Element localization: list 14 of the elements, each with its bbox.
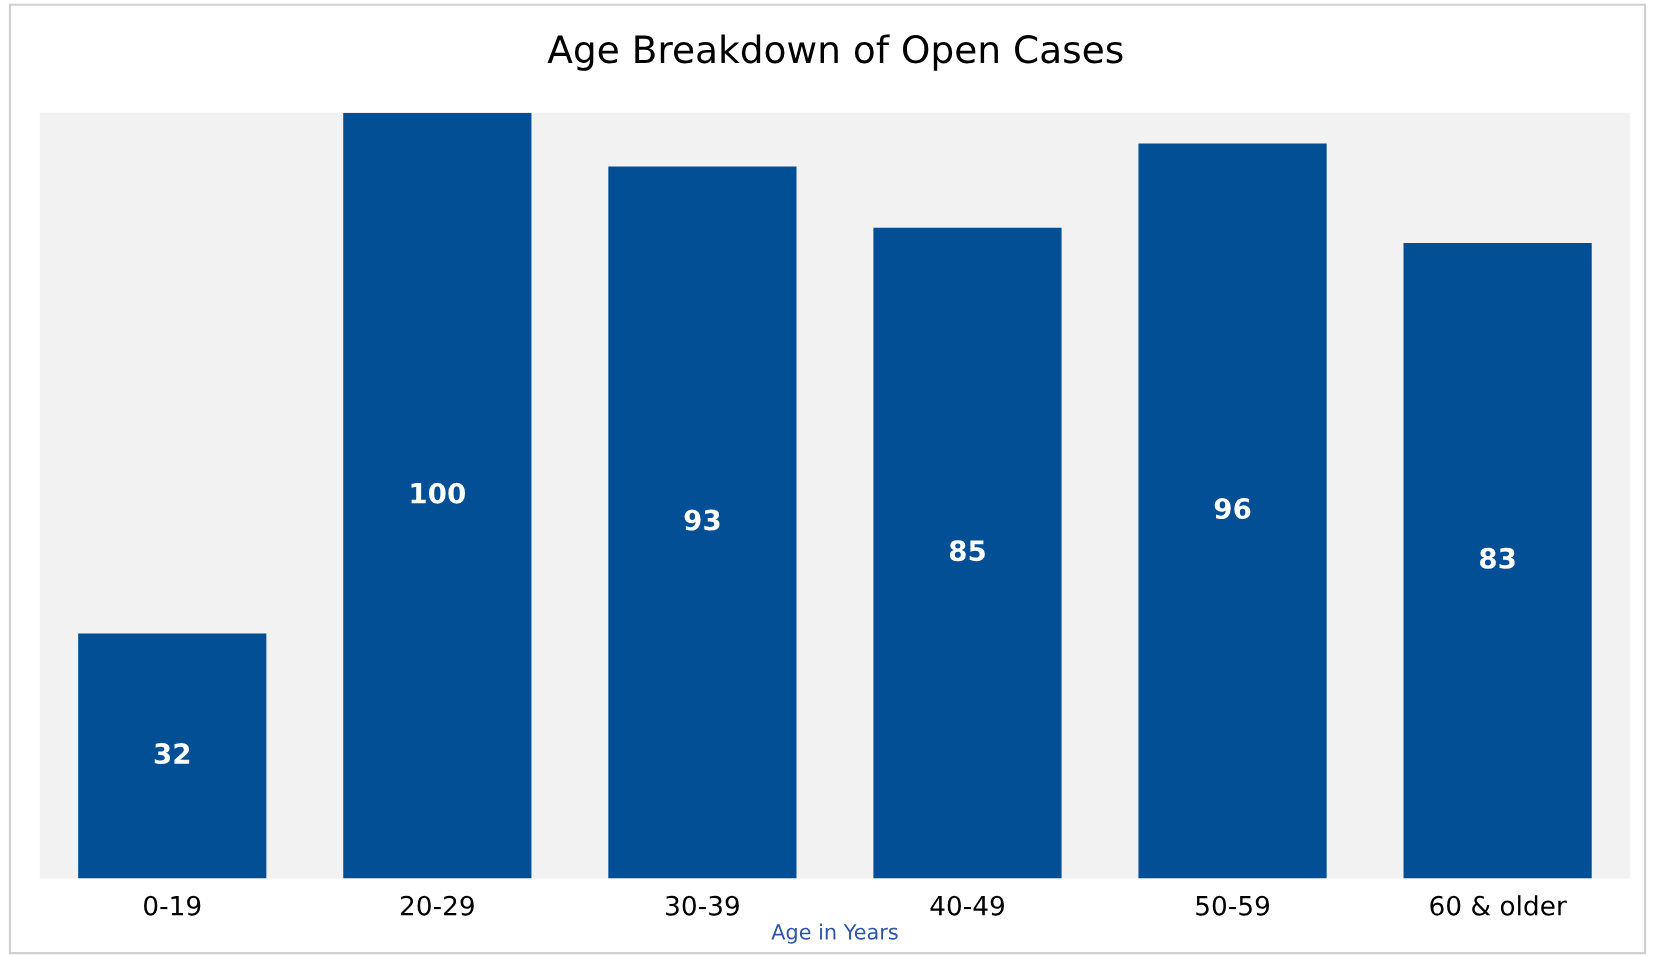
chart-title: Age Breakdown of Open Cases [547, 34, 1123, 71]
data-label: 100 [411, 482, 465, 504]
x-tick-label: 60 & older [1430, 895, 1567, 916]
x-tick-label: 50-59 [1196, 895, 1270, 916]
data-label: 32 [154, 743, 190, 765]
x-tick-label: 40-49 [930, 895, 1004, 916]
x-axis-title: Age in Years [771, 923, 898, 944]
data-label: 83 [1480, 547, 1515, 569]
data-label: 93 [684, 509, 720, 531]
x-tick-label: 20-29 [400, 895, 474, 916]
x-tick-label: 30-39 [666, 895, 739, 916]
x-tick-label: 0-19 [144, 895, 201, 916]
data-label: 96 [1214, 498, 1251, 520]
data-label: 85 [949, 540, 985, 562]
